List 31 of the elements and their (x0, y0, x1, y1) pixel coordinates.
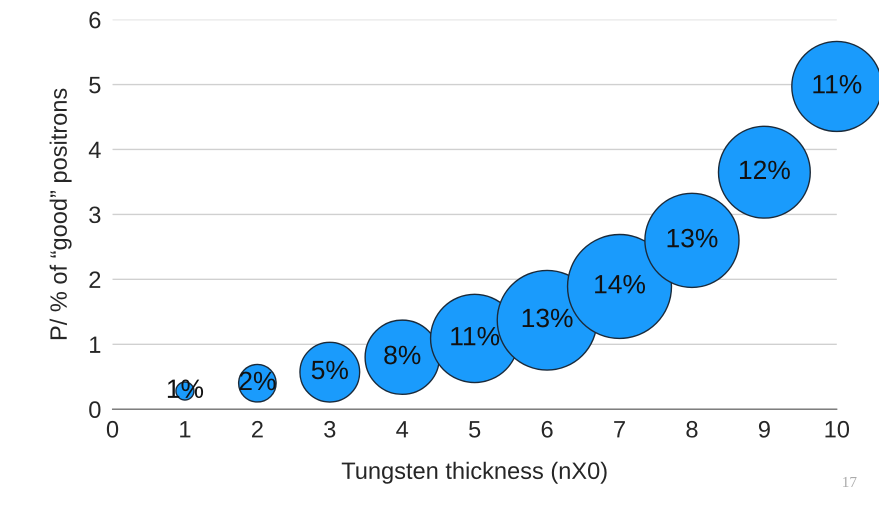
x-tick-label: 9 (758, 420, 770, 438)
x-tick-label: 5 (469, 421, 480, 438)
annotation: 14% (595, 274, 645, 294)
annotation: 8% (384, 346, 420, 364)
annotation: 13% (668, 228, 718, 248)
x-tick-label: 10 (825, 420, 850, 438)
y-tick-label: 5 (89, 76, 100, 94)
annotation: 2% (240, 372, 276, 390)
x-tick-label: 8 (686, 420, 698, 438)
x-axis-title: Tungsten thickness (nX0) (342, 462, 607, 484)
y-tick-label: 1 (90, 336, 100, 353)
y-tick-label: 0 (89, 401, 100, 418)
annotation: 11% (451, 326, 500, 346)
x-tick-label: 3 (324, 420, 336, 438)
x-tick-label: 0 (106, 420, 118, 438)
x-tick-label: 2 (252, 420, 263, 438)
y-tick-label: 3 (89, 206, 100, 224)
y-axis-title: P/ % of “good” positrons (50, 88, 72, 340)
y-tick-label: 2 (89, 271, 100, 288)
annotation: 12% (740, 160, 790, 180)
x-tick-label: 7 (614, 421, 625, 438)
x-tick-label: 4 (396, 421, 408, 438)
y-tick-label: 4 (88, 142, 101, 158)
text: 17 (843, 476, 857, 487)
x-tick-label: 6 (542, 420, 553, 438)
annotation: 5% (312, 360, 348, 380)
x-tick-label: 1 (180, 421, 190, 438)
y-tick-label: 6 (89, 12, 100, 28)
annotation: 13% (522, 308, 573, 328)
annotation: 1% (168, 380, 204, 398)
annotation: 11% (813, 75, 862, 94)
